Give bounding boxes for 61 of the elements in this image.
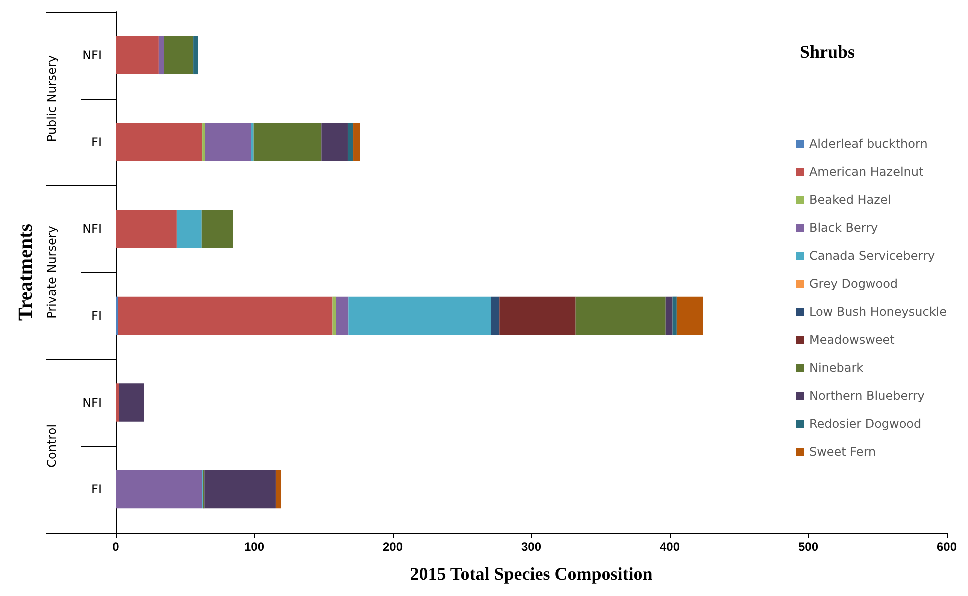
legend-label: Northern Blueberry bbox=[809, 389, 925, 403]
x-tick-label: 600 bbox=[936, 540, 958, 554]
bar bbox=[666, 296, 673, 336]
legend-title: Shrubs bbox=[800, 42, 856, 62]
bar bbox=[676, 296, 704, 336]
bar bbox=[164, 36, 194, 75]
x-tick-label: 0 bbox=[112, 540, 120, 554]
y-tick-label: NFI bbox=[82, 396, 102, 410]
bar bbox=[158, 36, 164, 75]
bar bbox=[116, 123, 203, 162]
bar bbox=[204, 470, 276, 509]
bar bbox=[119, 384, 144, 422]
bar bbox=[116, 210, 177, 248]
bar bbox=[176, 210, 202, 248]
bar bbox=[202, 123, 206, 162]
bar bbox=[202, 210, 234, 248]
legend-label: Black Berry bbox=[809, 221, 878, 235]
bar bbox=[348, 296, 492, 336]
bar bbox=[672, 296, 677, 336]
legend-label: Sweet Fern bbox=[809, 445, 876, 459]
x-tick-label: 100 bbox=[244, 540, 265, 554]
text: Control bbox=[45, 424, 59, 468]
x-axis-title: 2015 Total Species Composition bbox=[410, 564, 653, 584]
bar bbox=[116, 36, 159, 75]
legend-label: Redosier Dogwood bbox=[809, 417, 922, 431]
bar bbox=[322, 123, 348, 162]
y-tick-label: FI bbox=[92, 135, 102, 150]
legend-label: Beaked Hazel bbox=[809, 193, 892, 207]
y-tick-label: FI bbox=[92, 482, 102, 497]
bar bbox=[354, 123, 360, 162]
legend-label: Alderleaf buckthorn bbox=[809, 137, 928, 151]
bar bbox=[118, 296, 333, 336]
text: Public Nursery bbox=[45, 56, 59, 142]
text: Private Nursery bbox=[45, 226, 59, 319]
bar bbox=[500, 296, 576, 336]
x-tick-label: 200 bbox=[382, 540, 404, 554]
bar bbox=[194, 36, 198, 75]
bar bbox=[254, 123, 322, 162]
legend-label: Grey Dogwood bbox=[809, 277, 898, 291]
x-tick-label: 500 bbox=[798, 540, 819, 554]
y-tick-label: NFI bbox=[82, 222, 102, 236]
bar bbox=[116, 470, 203, 509]
y-tick-label: FI bbox=[92, 308, 102, 323]
legend-label: Meadowsweet bbox=[809, 333, 896, 347]
x-tick-label: 400 bbox=[660, 540, 680, 554]
legend-label: Low Bush Honeysuckle bbox=[809, 305, 947, 319]
bar bbox=[348, 123, 354, 162]
bar bbox=[251, 123, 254, 162]
bar bbox=[116, 384, 120, 422]
bar bbox=[491, 296, 500, 336]
bar bbox=[332, 296, 336, 336]
bar bbox=[336, 296, 349, 336]
x-tick-label: 300 bbox=[521, 540, 542, 554]
y-axis-title: Treatments bbox=[15, 224, 37, 322]
y-tick-label: NFI bbox=[82, 48, 102, 62]
bar bbox=[276, 470, 282, 509]
legend-label: American Hazelnut bbox=[809, 165, 924, 179]
legend-label: Canada Serviceberry bbox=[809, 249, 936, 263]
bar bbox=[205, 123, 252, 162]
legend-label: Ninebark bbox=[809, 361, 864, 375]
bar bbox=[576, 296, 666, 336]
